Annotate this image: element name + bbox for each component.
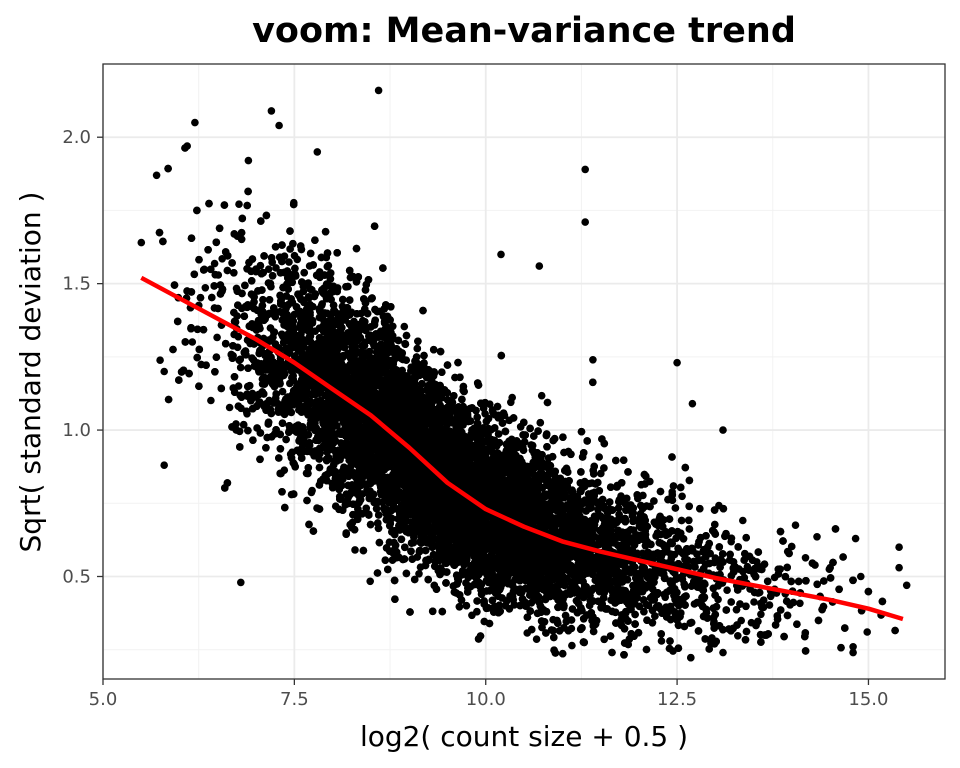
data-point xyxy=(791,521,800,529)
data-point xyxy=(537,391,546,400)
chart-title: voom: Mean-variance trend xyxy=(252,11,796,51)
data-point xyxy=(532,635,541,643)
data-point xyxy=(765,601,774,609)
data-point xyxy=(235,200,243,208)
data-point xyxy=(678,492,686,501)
data-point xyxy=(813,533,821,541)
data-point xyxy=(757,610,765,619)
data-point xyxy=(801,554,810,562)
data-point xyxy=(595,453,603,461)
data-point xyxy=(366,577,375,586)
data-point xyxy=(400,322,409,331)
data-point xyxy=(213,333,221,342)
data-point xyxy=(308,486,316,495)
data-point xyxy=(351,546,359,554)
data-point xyxy=(739,516,747,525)
data-point xyxy=(796,599,804,608)
data-point xyxy=(415,570,423,578)
data-point xyxy=(264,265,273,274)
data-point xyxy=(851,534,860,543)
data-point xyxy=(210,259,219,268)
data-point xyxy=(278,387,287,396)
data-point xyxy=(156,356,164,365)
data-point xyxy=(657,637,666,645)
data-point xyxy=(290,251,299,260)
data-point xyxy=(272,264,280,272)
data-point xyxy=(285,258,293,266)
scatter-points xyxy=(137,86,911,662)
data-point xyxy=(750,598,758,606)
data-point xyxy=(286,407,295,416)
data-point xyxy=(259,295,267,304)
data-point xyxy=(723,586,731,594)
data-point xyxy=(188,338,197,346)
data-point xyxy=(207,396,215,405)
data-point xyxy=(201,284,210,292)
data-point xyxy=(863,628,871,636)
data-point xyxy=(507,398,515,407)
plot-panel: 5.0 7.5 10.0 12.5 15.00.51.01.52.0 xyxy=(62,63,946,710)
data-point xyxy=(568,641,576,650)
data-point xyxy=(225,403,234,412)
data-point xyxy=(734,632,742,640)
